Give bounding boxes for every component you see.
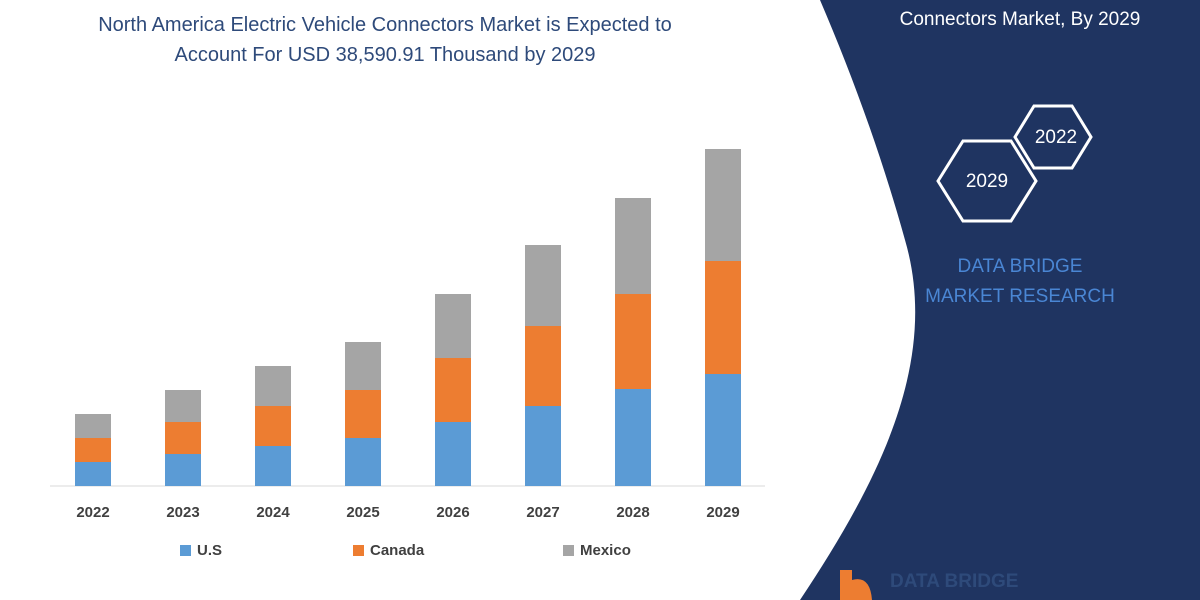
bar-segment <box>435 294 471 358</box>
bar-segment <box>435 422 471 486</box>
legend-label: U.S <box>197 542 222 559</box>
x-tick-label: 2025 <box>346 504 379 521</box>
bar-segment <box>345 438 381 486</box>
x-tick-label: 2024 <box>256 504 290 521</box>
bar-segment <box>525 406 561 486</box>
bar-segment <box>255 406 291 446</box>
bar-segment <box>525 326 561 406</box>
bar-segment <box>705 261 741 374</box>
brand: DATA BRIDGE MARKET RESEARCH <box>925 256 1115 307</box>
legend-swatch <box>180 545 191 556</box>
x-tick-label: 2027 <box>526 504 559 521</box>
bar-segment <box>75 438 111 462</box>
hex-label: 2029 <box>966 171 1008 192</box>
legend-swatch <box>563 545 574 556</box>
logo-text: DATA BRIDGE <box>890 571 1018 592</box>
bar-segment <box>615 389 651 486</box>
hexagon <box>936 139 1038 223</box>
x-tick-label: 2023 <box>166 504 199 521</box>
x-tick-label: 2022 <box>76 504 109 521</box>
panel-heading: Connectors Market, By 2029 <box>900 9 1141 30</box>
bar-segment <box>75 414 111 438</box>
logo-mark <box>840 570 872 600</box>
bar-segment <box>435 358 471 422</box>
legend-label: Canada <box>370 542 425 559</box>
bar-segment <box>255 446 291 486</box>
brand-box: DATA BRIDGE MARKET RESEARCH <box>925 256 1115 307</box>
bar-segment <box>75 462 111 486</box>
bar-segment <box>165 390 201 422</box>
bar-segment <box>345 342 381 390</box>
bar-segment <box>705 149 741 261</box>
bar-segment <box>615 198 651 294</box>
bar-segment <box>165 454 201 486</box>
hexagon <box>1013 104 1093 170</box>
bar-segment <box>255 366 291 406</box>
bar-segment <box>615 294 651 389</box>
bar-segment <box>345 390 381 438</box>
chart-title: North America Electric Vehicle Connector… <box>98 14 672 66</box>
x-tick-label: 2028 <box>616 504 649 521</box>
bar-segment <box>705 374 741 486</box>
legend-label: Mexico <box>580 542 631 559</box>
x-tick-label: 2029 <box>706 504 739 521</box>
side-panel <box>800 0 1200 600</box>
bar-segment <box>165 422 201 454</box>
x-tick-label: 2026 <box>436 504 469 521</box>
bar-segment <box>525 245 561 326</box>
legend-swatch <box>353 545 364 556</box>
hex-label: 2022 <box>1035 127 1077 148</box>
